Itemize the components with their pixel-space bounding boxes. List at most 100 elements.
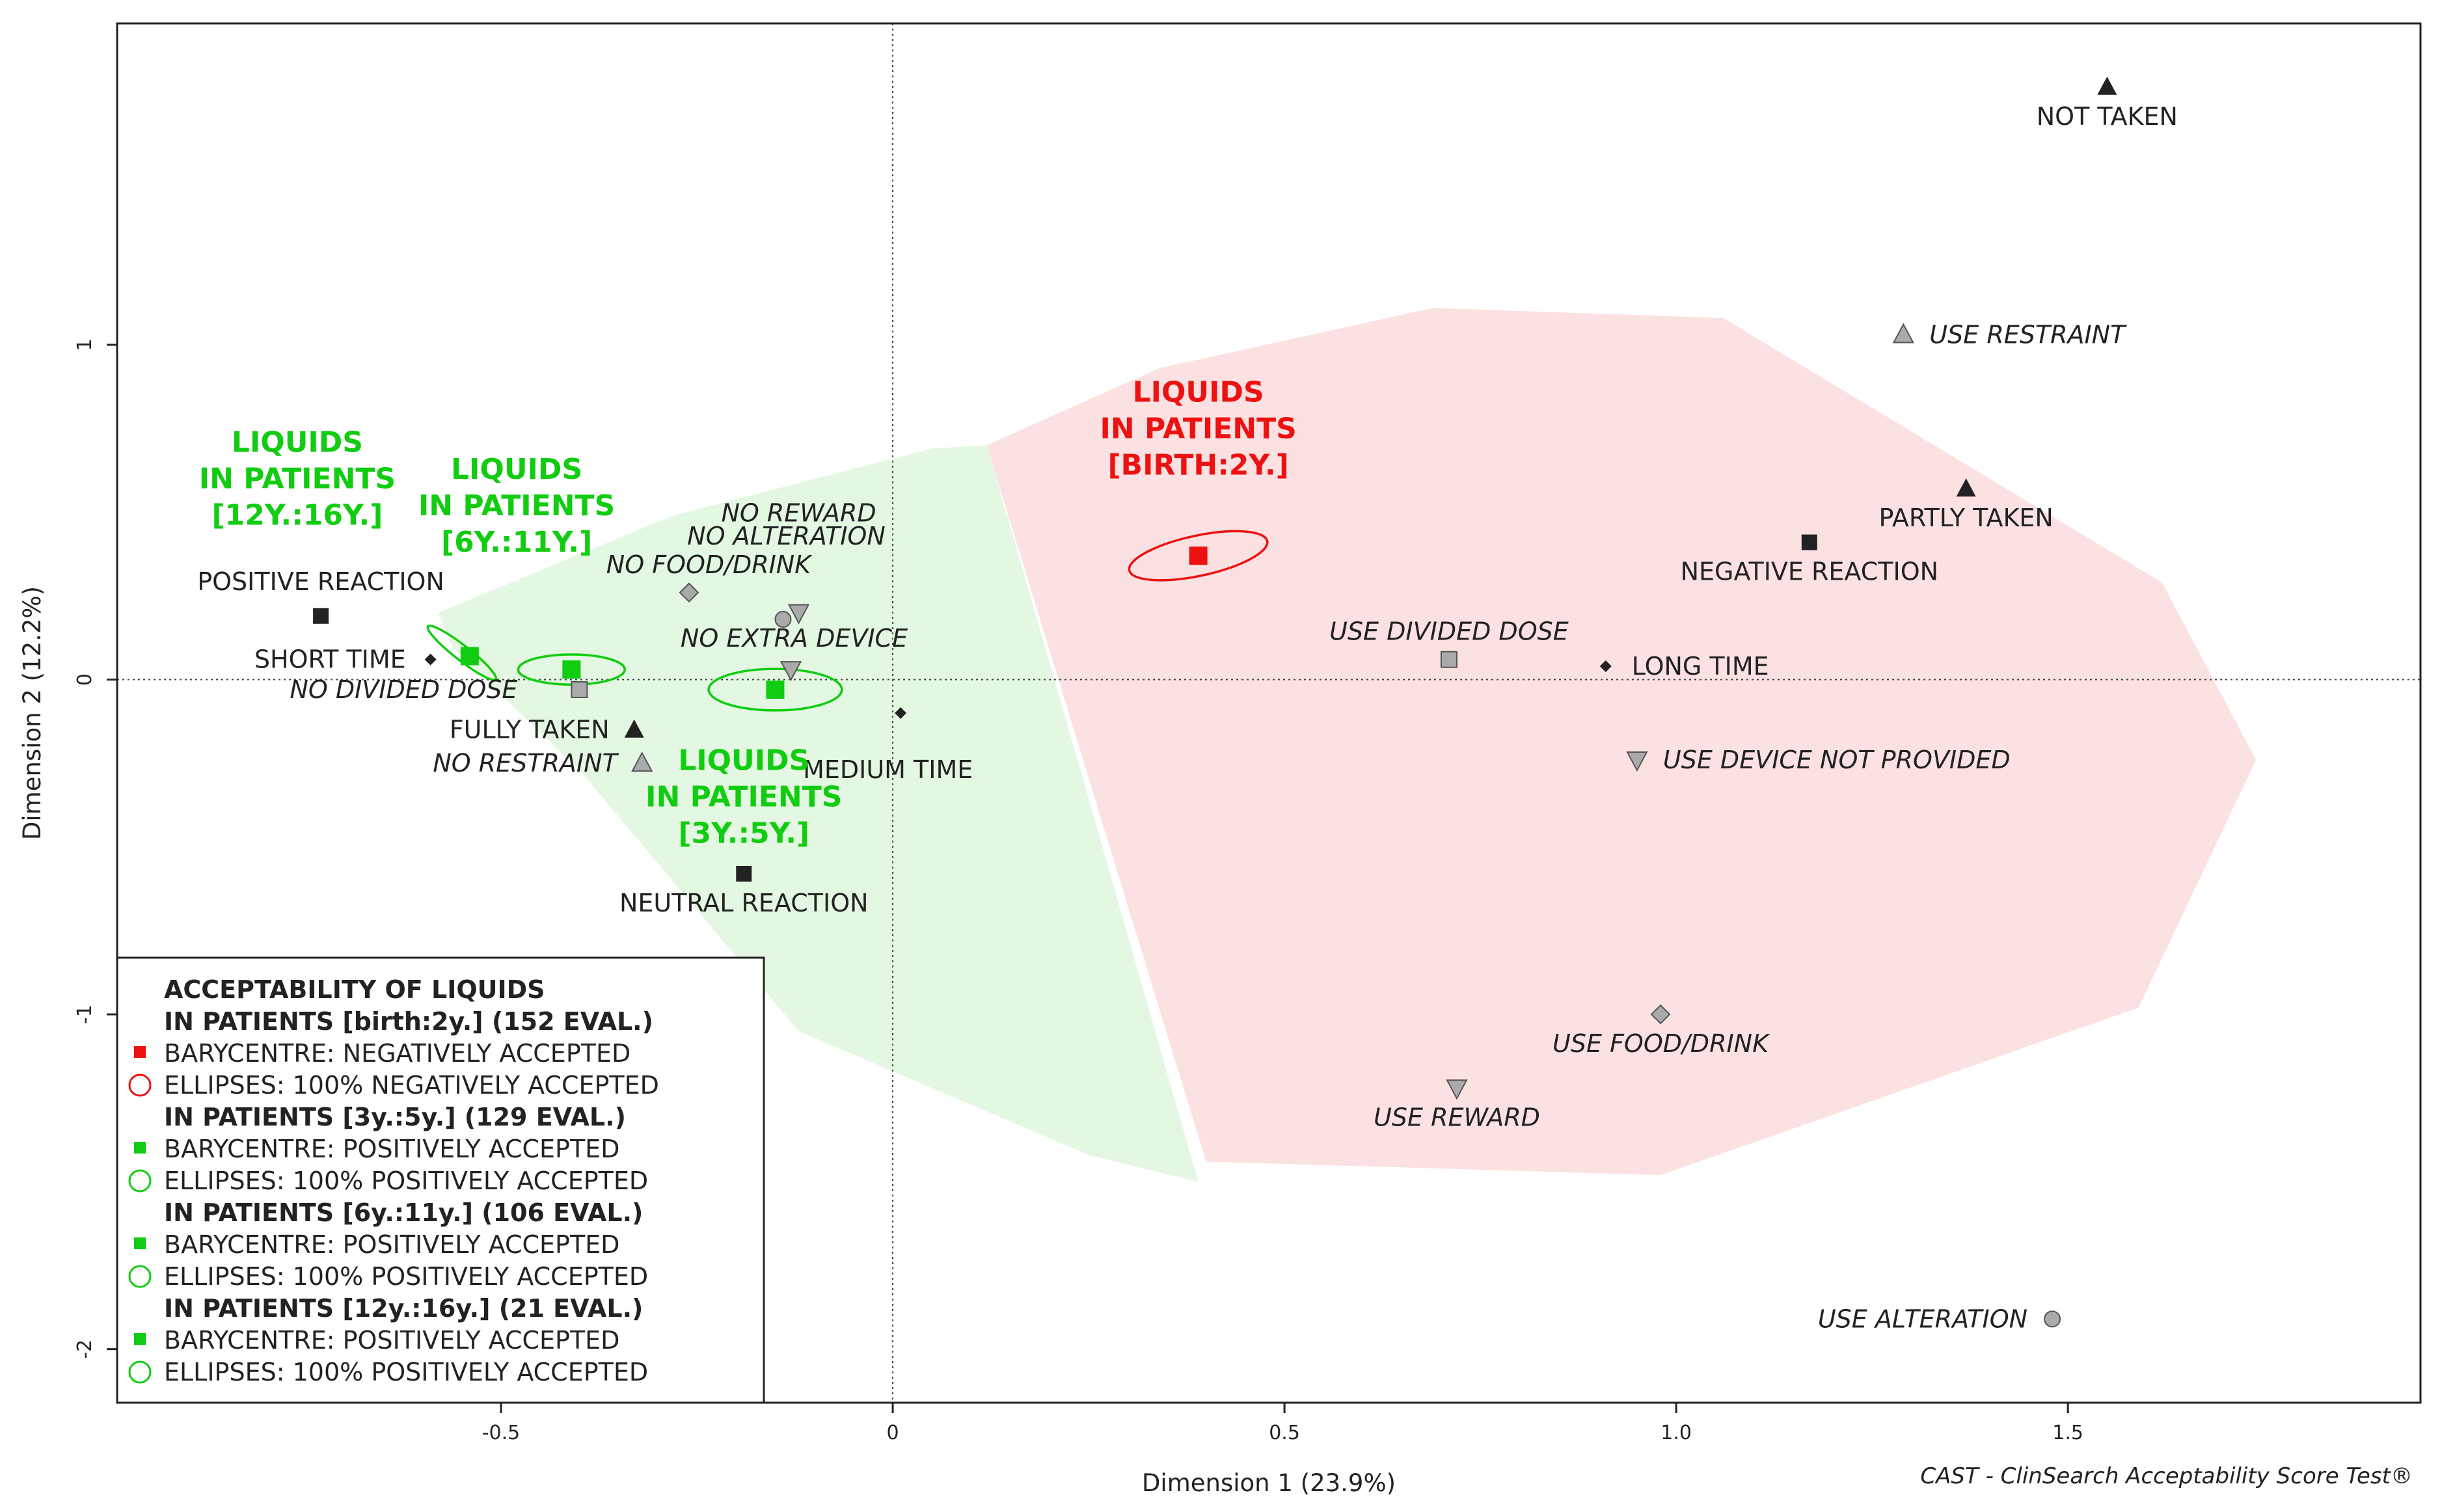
legend-ellipse-swatch-0 (128, 1073, 152, 1097)
acceptance-regions (438, 308, 2257, 1182)
group-label-2-line-2: [6Y.:11Y.] (441, 526, 592, 559)
category-points: NOT TAKEN USE RESTRAINT PARTLY TAKEN NEGATI… (197, 76, 2178, 1333)
point-label-use-restraint: USE RESTRAINT (1929, 321, 2127, 349)
barycentre-group-3 (460, 647, 479, 666)
legend-group-header-0: IN PATIENTS [birth:2y.] (152 EVAL.) (164, 1007, 653, 1036)
ellipse-group-3 (426, 624, 498, 681)
legend-barycentre-swatch-0 (134, 1046, 146, 1058)
legend-group-header-3: IN PATIENTS [12y.:16y.] (21 EVAL.) (164, 1294, 643, 1323)
point-label-use-food-drink: USE FOOD/DRINK (1552, 1029, 1770, 1058)
ellipse-group-1 (707, 668, 843, 712)
point-label-neutral-reaction: NEUTRAL REACTION (619, 889, 869, 917)
group-label-0-line-0: LIQUIDS (1133, 375, 1264, 409)
legend-box (116, 956, 765, 1404)
point-label-not-taken: NOT TAKEN (2037, 102, 2178, 131)
point-label-short-time: SHORT TIME (254, 645, 406, 674)
point-label-use-device-not-provided: USE DEVICE NOT PROVIDED (1663, 746, 2011, 774)
point-label-no-extra-device: NO EXTRA DEVICE (681, 624, 908, 653)
point-marker-medium-time (895, 707, 907, 719)
legend-ellipses-0: ELLIPSES: 100% NEGATIVELY ACCEPTED (164, 1071, 659, 1100)
y-tick-label: 0 (74, 673, 96, 686)
point-marker-long-time (1599, 660, 1612, 672)
legend-ellipses-3: ELLIPSES: 100% POSITIVELY ACCEPTED (164, 1358, 648, 1386)
group-label-1-line-0: LIQUIDS (678, 744, 809, 777)
y-tick-label: -1 (74, 1005, 96, 1024)
x-tick-label: 0.5 (1269, 1422, 1300, 1444)
reference-lines (117, 23, 2420, 1403)
legend-ellipses-1: ELLIPSES: 100% POSITIVELY ACCEPTED (164, 1167, 648, 1195)
y-axis-title: Dimension 2 (12.2%) (18, 586, 46, 840)
point-marker-use-alteration (2044, 1310, 2061, 1328)
ellipse-group-0 (1128, 530, 1269, 582)
point-marker-neutral-reaction (736, 865, 752, 882)
point-marker-positive-reaction (313, 608, 329, 624)
point-label-fully-taken: FULLY TAKEN (450, 716, 610, 744)
x-tick-label: 1.0 (1661, 1422, 1692, 1444)
legend-ellipse-swatch-2 (128, 1265, 152, 1288)
legend-ellipses-2: ELLIPSES: 100% POSITIVELY ACCEPTED (164, 1262, 648, 1291)
point-label-no-alteration: NO ALTERATION (687, 522, 886, 550)
legend-barycentre-swatch-1 (134, 1142, 146, 1154)
credit-text: CAST - ClinSearch Acceptability Score Te… (1920, 1463, 2413, 1489)
group-label-2-line-1: IN PATIENTS (418, 489, 615, 522)
barycentre-group-1 (766, 680, 785, 699)
legend-ellipse-swatch-1 (128, 1169, 152, 1193)
point-label-no-restraint: NO RESTRAINT (433, 749, 619, 777)
legend-group-header-1: IN PATIENTS [3y.:5y.] (129 EVAL.) (164, 1103, 626, 1131)
point-marker-no-alteration (774, 610, 792, 628)
point-marker-use-device-not-provided (1626, 751, 1648, 772)
point-marker-no-extra-device (779, 661, 802, 682)
point-marker-negative-reaction (1801, 534, 1817, 550)
point-label-no-reward: NO REWARD (721, 499, 876, 528)
x-axis-title: Dimension 1 (23.9%) (1142, 1469, 1396, 1497)
legend-ellipse-swatch-3 (128, 1360, 152, 1384)
legend-barycentre-swatch-2 (134, 1237, 146, 1249)
point-label-use-reward: USE REWARD (1374, 1103, 1540, 1131)
y-tick-label: 1 (74, 338, 96, 351)
axes: -0.5 0 0.5 1.0 1.5 -2 -1 0 1 (74, 338, 2083, 1444)
point-label-use-divided-dose: USE DIVIDED DOSE (1329, 617, 1569, 646)
point-marker-no-reward (787, 604, 810, 625)
plot-frame (116, 22, 2422, 1404)
point-label-positive-reaction: POSITIVE REACTION (197, 567, 444, 596)
point-label-medium-time: MEDIUM TIME (803, 755, 973, 784)
group-label-0-line-1: IN PATIENTS (1100, 412, 1296, 445)
point-label-partly-taken: PARTLY TAKEN (1878, 504, 2053, 532)
point-marker-use-reward (1446, 1079, 1468, 1100)
x-tick-label: -0.5 (482, 1422, 521, 1444)
point-label-use-alteration: USE ALTERATION (1818, 1304, 2027, 1333)
x-tick-label: 0 (886, 1422, 899, 1444)
x-tick-label: 1.5 (2052, 1422, 2083, 1444)
point-marker-no-divided-dose (571, 681, 588, 698)
group-label-2-line-0: LIQUIDS (451, 453, 582, 486)
point-label-negative-reaction: NEGATIVE REACTION (1681, 558, 1938, 586)
point-marker-not-taken (2097, 76, 2117, 95)
group-label-1-line-2: [3Y.:5Y.] (678, 817, 809, 850)
legend-barycentre-swatch-3 (134, 1333, 146, 1345)
barycentre-group-2 (562, 660, 581, 679)
point-marker-no-food-drink (679, 582, 699, 603)
point-marker-short-time (424, 653, 437, 666)
point-marker-use-restraint (1892, 323, 1914, 344)
legend-title: ACCEPTABILITY OF LIQUIDS (164, 975, 545, 1004)
point-label-no-food-drink: NO FOOD/DRINK (606, 550, 813, 579)
group-label-3-line-2: [12Y.:16Y.] (212, 499, 383, 532)
point-marker-fully-taken (624, 719, 644, 738)
group-label-3-line-1: IN PATIENTS (199, 463, 396, 496)
point-label-long-time: LONG TIME (1632, 652, 1769, 681)
group-label-0-line-2: [BIRTH:2Y.] (1107, 448, 1288, 481)
legend: ACCEPTABILITY OF LIQUIDS IN PATIENTS [bi… (116, 956, 765, 1404)
point-marker-use-divided-dose (1440, 651, 1457, 668)
group-label-3-line-0: LIQUIDS (232, 426, 363, 459)
legend-barycentre-3: BARYCENTRE: POSITIVELY ACCEPTED (164, 1326, 619, 1355)
legend-barycentre-0: BARYCENTRE: NEGATIVELY ACCEPTED (164, 1039, 630, 1068)
legend-barycentre-2: BARYCENTRE: POSITIVELY ACCEPTED (164, 1230, 619, 1259)
legend-barycentre-1: BARYCENTRE: POSITIVELY ACCEPTED (164, 1135, 619, 1163)
y-tick-label: -2 (74, 1340, 96, 1359)
legend-group-header-2: IN PATIENTS [6y.:11y.] (106 EVAL.) (164, 1198, 643, 1227)
positively-accepted-region (438, 445, 1199, 1182)
group-label-1-line-1: IN PATIENTS (645, 780, 842, 813)
point-marker-no-restraint (631, 751, 653, 772)
